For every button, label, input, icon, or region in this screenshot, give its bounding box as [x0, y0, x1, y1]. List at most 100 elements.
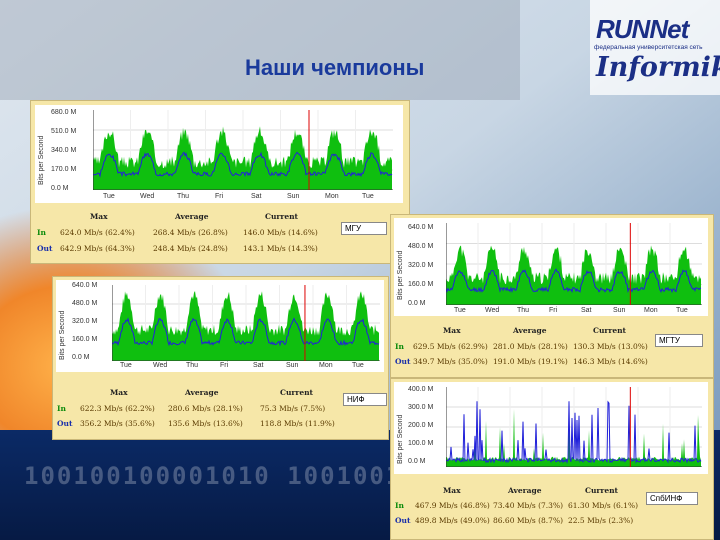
x-tick: Thu: [186, 362, 199, 369]
y-tick: 300.0 M: [408, 404, 434, 411]
runnet-logo: RUNNet: [596, 14, 689, 44]
in-label: In: [395, 501, 404, 510]
y-tick: 0.0 M: [72, 354, 90, 361]
header-average: Average: [185, 388, 219, 397]
plot-area: [93, 110, 393, 190]
out-traffic-line: [446, 268, 702, 294]
header-average: Average: [175, 212, 209, 221]
header-max: Max: [90, 212, 108, 221]
in-average: 73.40 Mb/s (7.3%): [493, 501, 564, 510]
site-name-2: НИФ: [343, 393, 387, 406]
x-tick: Sun: [286, 362, 299, 369]
header-current: Current: [585, 486, 619, 495]
out-max: 642.9 Mb/s (64.3%): [60, 244, 135, 253]
x-tick: Sun: [287, 193, 300, 200]
in-max: 624.0 Mb/s (62.4%): [60, 228, 135, 237]
y-tick: 640.0 M: [72, 282, 98, 289]
x-tick: Fri: [215, 193, 224, 200]
x-tick: Thu: [517, 307, 530, 314]
x-tick: Mon: [325, 193, 339, 200]
traffic-chart-1: Bits per Second 680.0 M 510.0 M 340.0 M …: [35, 105, 403, 203]
traffic-chart-2: Bits per Second 640.0 M 480.0 M 320.0 M …: [56, 280, 384, 372]
out-traffic-line: [446, 400, 702, 464]
out-average: 86.60 Mb/s (8.7%): [493, 516, 564, 525]
out-max: 349.7 Mb/s (35.0%): [413, 357, 488, 366]
header-max: Max: [443, 326, 461, 335]
in-current: 130.3 Mb/s (13.0%): [573, 342, 648, 351]
y-tick: 160.0 M: [72, 336, 98, 343]
y-tick: 100.0 M: [408, 440, 434, 447]
out-average: 191.0 Mb/s (19.1%): [493, 357, 568, 366]
site-name-1: МГУ: [341, 222, 387, 235]
x-tick: Tue: [120, 362, 132, 369]
in-max: 622.3 Mb/s (62.2%): [80, 404, 155, 413]
y-tick: 640.0 M: [408, 224, 434, 231]
slide-title: Наши чемпионы: [245, 55, 425, 80]
y-tick: 160.0 M: [408, 281, 434, 288]
y-tick: 340.0 M: [51, 147, 77, 154]
stats-table-3: Max Average Current In 629.5 Mb/s (62.9%…: [393, 326, 683, 374]
plot-area: [112, 285, 380, 361]
x-tick: Tue: [454, 307, 466, 314]
out-max: 356.2 Mb/s (35.6%): [80, 419, 155, 428]
x-tick: Sat: [253, 362, 264, 369]
y-tick: 320.0 M: [72, 318, 98, 325]
header-current: Current: [265, 212, 299, 221]
out-average: 248.4 Mb/s (24.8%): [153, 244, 228, 253]
x-tick: Thu: [177, 193, 190, 200]
x-tick: Wed: [485, 307, 500, 314]
out-average: 135.6 Mb/s (13.6%): [168, 419, 243, 428]
out-label: Out: [395, 516, 411, 525]
header-average: Average: [513, 326, 547, 335]
y-tick: 0.0 M: [408, 300, 426, 307]
y-tick: 320.0 M: [408, 262, 434, 269]
y-tick: 480.0 M: [408, 243, 434, 250]
x-tick: Sun: [613, 307, 626, 314]
y-tick: 400.0 M: [408, 386, 434, 393]
y-tick: 510.0 M: [51, 128, 77, 135]
traffic-chart-4: Bits per Second 400.0 M 300.0 M 200.0 M …: [394, 382, 708, 474]
stats-table-4: Max Average Current In 467.9 Mb/s (46.8%…: [393, 486, 693, 534]
y-tick: 170.0 M: [51, 166, 77, 173]
y-tick: 480.0 M: [72, 300, 98, 307]
x-tick: Tue: [362, 193, 374, 200]
in-current: 146.0 Mb/s (14.6%): [243, 228, 318, 237]
y-tick: 0.0 M: [51, 185, 69, 192]
informika-logo: Informika: [596, 52, 720, 83]
out-current: 118.8 Mb/s (11.9%): [260, 419, 335, 428]
traffic-chart-3: Bits per Second 640.0 M 480.0 M 320.0 M …: [394, 218, 708, 316]
stats-table-1: Max Average Current In 624.0 Mb/s (62.4%…: [35, 212, 365, 260]
chart-ylabel: Bits per Second: [397, 414, 404, 464]
runnet-logo-subtitle: федеральная университетская сеть: [594, 44, 703, 51]
x-tick: Sat: [251, 193, 262, 200]
out-label: Out: [37, 244, 53, 253]
plot-area: [446, 223, 702, 305]
in-average: 268.4 Mb/s (26.8%): [153, 228, 228, 237]
x-tick: Sat: [581, 307, 592, 314]
header-max: Max: [443, 486, 461, 495]
out-traffic-line: [112, 317, 380, 347]
out-current: 143.1 Mb/s (14.3%): [243, 244, 318, 253]
chart-ylabel: Bits per Second: [59, 310, 66, 360]
in-current: 61.30 Mb/s (6.1%): [568, 501, 639, 510]
header-current: Current: [280, 388, 314, 397]
x-tick: Wed: [153, 362, 168, 369]
y-tick: 680.0 M: [51, 109, 77, 116]
header-average: Average: [508, 486, 542, 495]
x-tick: Tue: [676, 307, 688, 314]
in-current: 75.3 Mb/s (7.5%): [260, 404, 326, 413]
x-tick: Fri: [220, 362, 229, 369]
y-tick: 0.0 M: [408, 458, 426, 465]
in-max: 467.9 Mb/s (46.8%): [415, 501, 490, 510]
x-tick: Wed: [140, 193, 155, 200]
in-label: In: [57, 404, 66, 413]
in-max: 629.5 Mb/s (62.9%): [413, 342, 488, 351]
out-current: 146.3 Mb/s (14.6%): [573, 357, 648, 366]
site-name-3: МГТУ: [655, 334, 703, 347]
in-label: In: [37, 228, 46, 237]
in-average: 281.0 Mb/s (28.1%): [493, 342, 568, 351]
out-label: Out: [57, 419, 73, 428]
x-tick: Tue: [103, 193, 115, 200]
out-current: 22.5 Mb/s (2.3%): [568, 516, 634, 525]
chart-ylabel: Bits per Second: [397, 250, 404, 300]
